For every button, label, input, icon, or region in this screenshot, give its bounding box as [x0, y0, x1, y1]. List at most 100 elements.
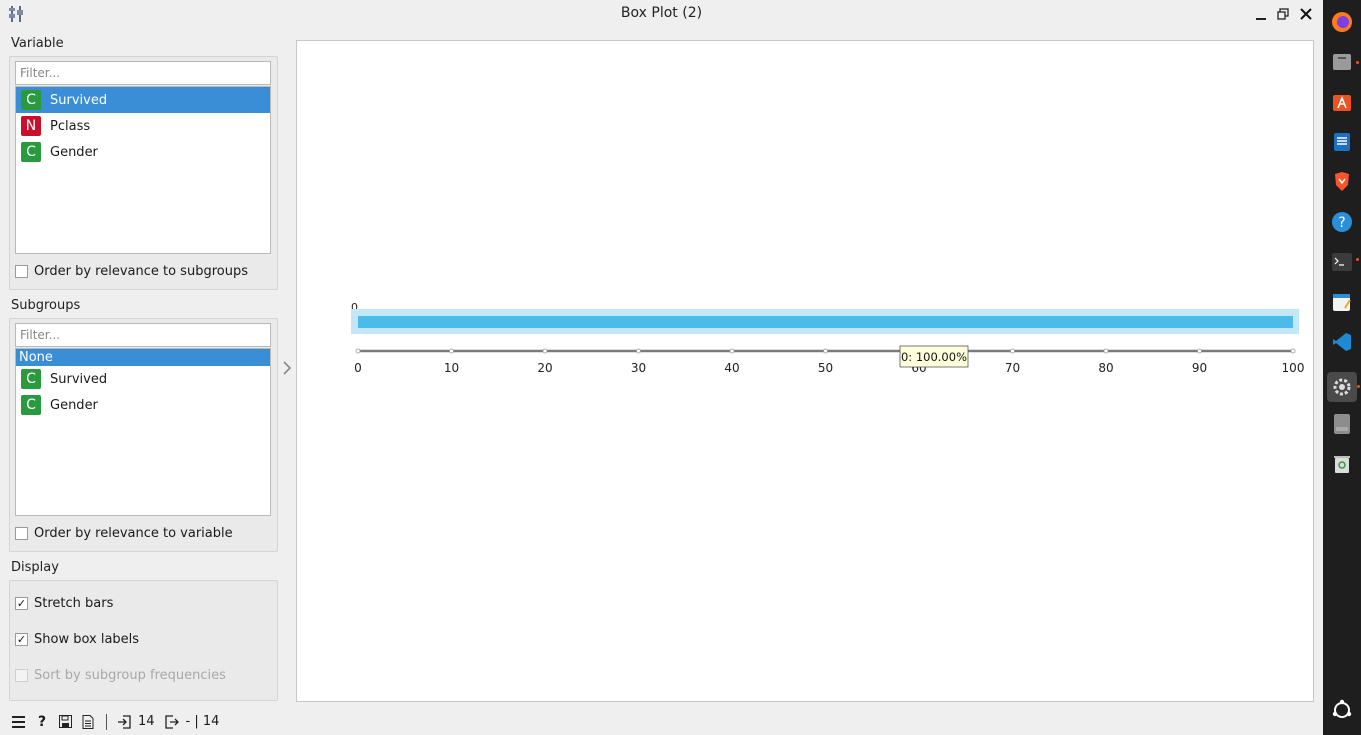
x-tick-mark	[355, 348, 361, 354]
running-indicator	[1357, 385, 1360, 388]
numeric-variable-icon: N	[21, 116, 41, 136]
order-by-relevance-variable-checkbox[interactable]: Order by relevance to variable	[15, 525, 233, 541]
list-item-label: Gender	[50, 397, 98, 413]
minimize-button[interactable]	[1252, 5, 1270, 23]
x-tick-label: 90	[1192, 361, 1207, 375]
stretch-bars-checkbox[interactable]: ✓ Stretch bars	[15, 595, 113, 611]
x-tick-mark	[636, 348, 641, 354]
x-tick-label: 10	[444, 361, 459, 375]
list-item-label: Survived	[50, 371, 108, 387]
continuous-variable-icon: C	[21, 142, 41, 162]
checkbox-label: Show box labels	[34, 631, 140, 647]
x-tick-mark	[1197, 348, 1202, 354]
brave-browser-icon[interactable]	[1330, 170, 1354, 194]
window-title: Box Plot (2)	[620, 5, 703, 21]
display-groupbox	[9, 580, 278, 701]
list-item-label: Survived	[50, 92, 108, 108]
subgroups-filter-input[interactable]	[15, 323, 271, 347]
list-item-survived[interactable]: C Survived	[16, 87, 270, 113]
checkbox-label: Order by relevance to variable	[34, 525, 233, 541]
continuous-variable-icon: C	[21, 369, 41, 389]
checkbox-label: Sort by subgroup frequencies	[34, 667, 226, 683]
show-apps-icon[interactable]	[1330, 698, 1354, 722]
list-item-none[interactable]: None	[16, 349, 270, 366]
variable-list: C Survived N Pclass C Gender	[15, 86, 271, 254]
x-tick-mark	[729, 348, 735, 354]
show-box-labels-checkbox[interactable]: ✓ Show box labels	[15, 631, 139, 647]
list-item-label: None	[19, 350, 53, 365]
x-tick-label: 30	[631, 361, 646, 375]
save-icon[interactable]	[56, 713, 74, 731]
ubuntu-dock: ?	[1323, 0, 1361, 735]
running-indicator	[1356, 258, 1359, 261]
svg-text:?: ?	[1338, 215, 1345, 231]
subgroups-list: None C Survived C Gender	[15, 348, 271, 516]
x-tick-label: 20	[537, 361, 552, 375]
x-tick-mark	[1290, 348, 1296, 354]
x-tick-label: 50	[818, 361, 833, 375]
x-tick-mark	[1103, 348, 1109, 354]
x-tick-label: 40	[724, 361, 739, 375]
bar-0	[358, 316, 1293, 328]
output-summary: - | 14	[185, 714, 220, 729]
firefox-icon[interactable]	[1330, 10, 1354, 34]
order-by-relevance-subgroups-checkbox[interactable]: Order by relevance to subgroups	[15, 263, 248, 279]
collapse-panel-arrow-icon[interactable]	[282, 360, 292, 376]
list-item-survived[interactable]: C Survived	[16, 366, 270, 392]
display-section-label: Display	[11, 560, 59, 575]
checkmark-icon[interactable]: ✓	[15, 596, 28, 610]
subgroups-section-label: Subgroups	[11, 298, 81, 313]
writer-icon[interactable]	[1330, 130, 1354, 154]
trash-icon[interactable]	[1330, 452, 1354, 476]
x-tick-mark	[449, 348, 454, 354]
list-item-pclass[interactable]: N Pclass	[16, 113, 270, 139]
variable-section-label: Variable	[11, 36, 64, 51]
continuous-variable-icon: C	[21, 90, 41, 110]
sort-by-subgroup-frequencies-checkbox: Sort by subgroup frequencies	[15, 667, 226, 683]
close-button[interactable]	[1297, 5, 1315, 23]
variable-filter-input[interactable]	[15, 61, 271, 85]
checkbox-label: Order by relevance to subgroups	[34, 263, 248, 279]
x-tick-mark	[542, 348, 548, 354]
tooltip-box	[899, 345, 969, 368]
tooltip-text: 0: 100.00%	[901, 350, 967, 364]
output-data-icon	[163, 713, 181, 731]
x-tick-mark	[1010, 348, 1015, 354]
text-editor-icon[interactable]	[1330, 290, 1354, 314]
checkmark-icon[interactable]: ✓	[15, 632, 28, 646]
x-tick-label: 80	[1098, 361, 1113, 375]
settings-icon[interactable]	[1327, 372, 1360, 402]
help-app-icon[interactable]: ?	[1330, 210, 1354, 234]
title-bar: Box Plot (2)	[0, 0, 1323, 28]
input-data-icon	[115, 713, 133, 731]
x-tick-mark	[823, 348, 828, 354]
terminal-icon[interactable]	[1330, 250, 1359, 274]
disk-icon[interactable]	[1330, 412, 1354, 436]
box-label: 0	[351, 301, 358, 314]
status-separator	[106, 713, 107, 730]
continuous-variable-icon: C	[21, 395, 41, 415]
x-tick-label: 0	[354, 361, 362, 375]
running-indicator	[1356, 61, 1359, 64]
x-tick-label: 100	[1282, 361, 1305, 375]
input-count: 14	[138, 714, 155, 729]
list-item-gender[interactable]: C Gender	[16, 392, 270, 418]
list-item-gender[interactable]: C Gender	[16, 139, 270, 165]
menu-icon[interactable]	[10, 713, 28, 731]
list-item-label: Gender	[50, 144, 98, 160]
files-icon[interactable]	[1330, 50, 1359, 74]
report-icon[interactable]	[79, 713, 97, 731]
checkbox-box[interactable]	[15, 526, 28, 540]
vscode-icon[interactable]	[1330, 330, 1354, 354]
plot-area[interactable]: 0 0 10 20 30 40 50 60 70 80 90 100 0: 100.00%	[296, 40, 1314, 702]
status-bar: ? 14 - | 14	[0, 708, 1323, 735]
checkbox-box	[15, 668, 28, 682]
bar-tooltip: 0: 100.00%	[899, 345, 969, 368]
checkbox-box[interactable]	[15, 264, 28, 278]
help-icon[interactable]: ?	[37, 713, 47, 730]
maximize-button[interactable]	[1274, 5, 1292, 23]
software-store-icon[interactable]	[1330, 90, 1354, 114]
orange-app-icon	[8, 4, 26, 24]
checkbox-label: Stretch bars	[34, 595, 114, 611]
